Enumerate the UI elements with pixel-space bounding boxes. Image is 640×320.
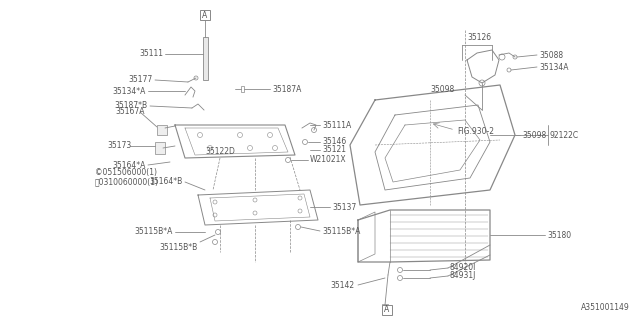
Text: 35122D: 35122D [205,148,235,156]
Circle shape [397,276,403,281]
Text: 35098: 35098 [431,85,455,94]
Circle shape [212,239,218,244]
Text: 35187*B: 35187*B [115,101,148,110]
Text: 35111A: 35111A [322,121,351,130]
Text: 35098: 35098 [522,131,547,140]
Text: 35121: 35121 [322,146,346,155]
FancyBboxPatch shape [382,305,392,315]
Circle shape [397,268,403,273]
Circle shape [253,198,257,202]
Text: ␸0310060000(1): ␸0310060000(1) [95,178,159,187]
Text: 35187A: 35187A [272,84,301,93]
Circle shape [298,196,302,200]
Text: 35126: 35126 [467,33,491,42]
Text: 84920I: 84920I [450,263,476,273]
Circle shape [253,211,257,215]
Text: 35146: 35146 [322,138,346,147]
Text: 35164*B: 35164*B [150,178,183,187]
Text: 35115B*A: 35115B*A [134,228,173,236]
Bar [157,125,167,135]
Text: 35180: 35180 [547,230,571,239]
Circle shape [298,209,302,213]
Text: 35111: 35111 [139,50,163,59]
Text: W21021X: W21021X [310,156,347,164]
Circle shape [213,213,217,217]
Text: 35134*A: 35134*A [113,86,146,95]
Text: FIG.930-2: FIG.930-2 [457,126,494,135]
Text: A: A [385,306,390,315]
Circle shape [285,157,291,163]
Circle shape [499,54,505,60]
Circle shape [216,229,221,235]
Circle shape [273,146,278,150]
Text: 35137: 35137 [332,203,356,212]
Circle shape [237,132,243,138]
Bar [241,86,244,92]
Text: 35173: 35173 [107,141,131,150]
Circle shape [194,76,198,80]
Circle shape [312,127,317,132]
Circle shape [296,225,301,229]
Text: 35177: 35177 [129,76,153,84]
Text: 35088: 35088 [539,51,563,60]
Text: 35115B*A: 35115B*A [322,227,360,236]
FancyBboxPatch shape [200,10,210,20]
Text: 84931J: 84931J [450,271,476,281]
Text: 35164*A: 35164*A [113,161,146,170]
Bar [155,142,165,154]
Circle shape [268,132,273,138]
Text: 35134A: 35134A [539,62,568,71]
Circle shape [248,146,253,150]
Circle shape [213,200,217,204]
Text: 35115B*B: 35115B*B [160,244,198,252]
Text: ©051506000(1): ©051506000(1) [95,169,157,178]
FancyBboxPatch shape [382,304,388,309]
Text: 35167A: 35167A [115,108,145,116]
Text: 92122C: 92122C [550,131,579,140]
Circle shape [207,146,212,150]
Bar [202,37,207,80]
Circle shape [479,80,485,86]
Circle shape [513,55,517,59]
Text: A: A [202,11,207,20]
Circle shape [507,68,511,72]
Circle shape [303,140,307,145]
Text: 35142: 35142 [331,281,355,290]
Circle shape [198,132,202,138]
Text: A351001149: A351001149 [581,303,630,312]
